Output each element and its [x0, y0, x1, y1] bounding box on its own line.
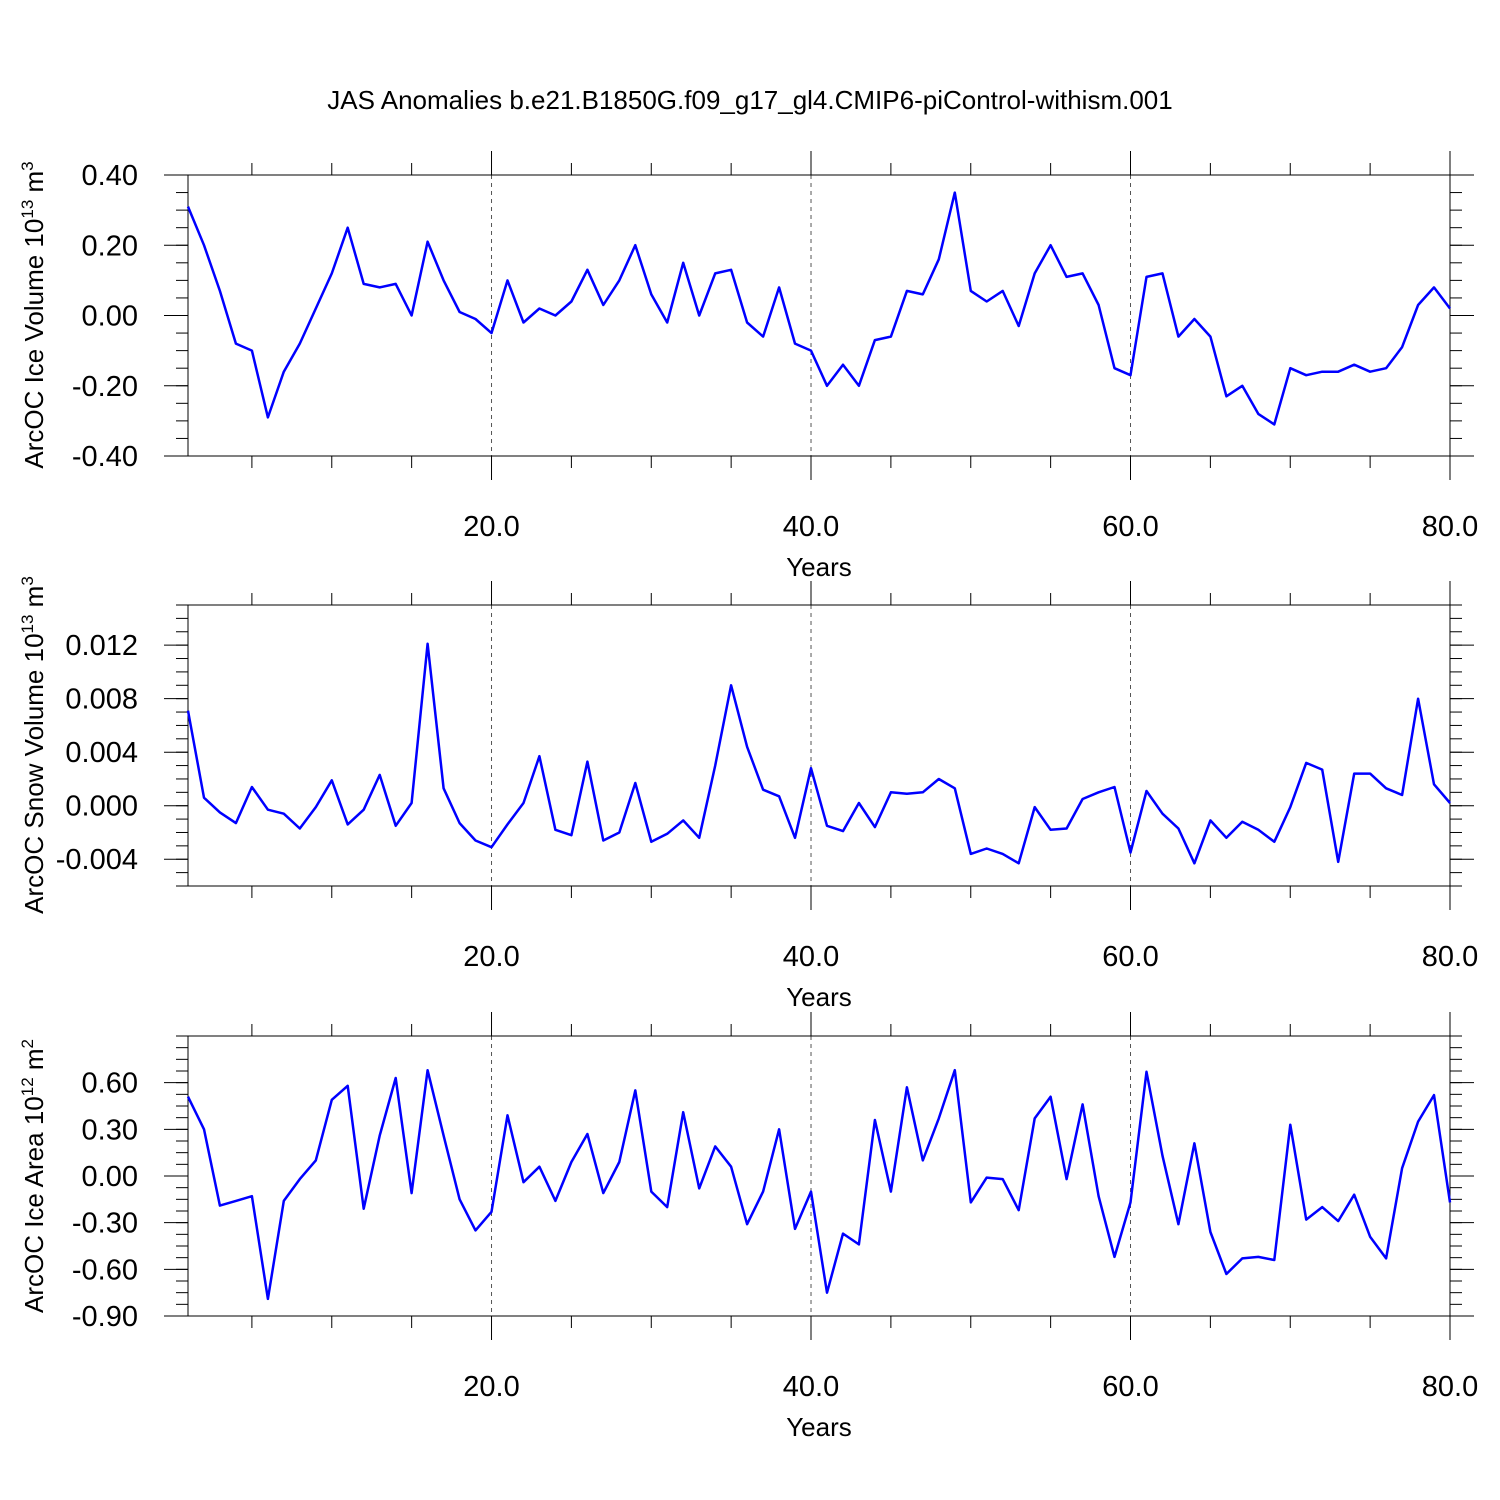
panel-2: -0.004 0.000 0.004 0.008 0.012 20.0 40.0 60.0 80… [18, 576, 1478, 1012]
x-tick-label: 20.0 [463, 1371, 519, 1403]
x-axis-label: Years [786, 552, 852, 582]
y-tick-label: -0.30 [72, 1208, 138, 1240]
y-tick-label: -0.60 [72, 1254, 138, 1286]
series-line [186, 1068, 1452, 1301]
chart-title: JAS Anomalies b.e21.B1850G.f09_g17_gl4.C… [327, 85, 1172, 115]
plot-frame [187, 1035, 1451, 1317]
y-tick-label: -0.40 [72, 441, 138, 473]
y-tick-label: -0.20 [72, 371, 138, 403]
x-tick-label: 60.0 [1102, 1371, 1158, 1403]
y-tick-label: -0.90 [72, 1301, 138, 1333]
series-line [186, 642, 1451, 865]
x-tick-label: 20.0 [463, 941, 519, 973]
panels: -0.40 -0.20 0.00 0.20 0.40 20.0 40.0 60.0 80.0 Ye… [18, 151, 1478, 1442]
y-tick-label: 0.012 [65, 630, 138, 662]
y-tick-label: 0.40 [82, 160, 138, 192]
x-tick-label: 40.0 [783, 511, 839, 543]
y-tick-label: 0.000 [65, 791, 138, 823]
y-tick-label: -0.004 [56, 844, 138, 876]
y-tick-label: 0.004 [65, 737, 138, 769]
y-tick-label: 0.30 [82, 1114, 138, 1146]
x-tick-label: 20.0 [463, 511, 519, 543]
x-tick-label: 60.0 [1102, 511, 1158, 543]
x-tick-label: 80.0 [1422, 941, 1478, 973]
y-axis-label: ArcOC Ice Volume 1013 m3 [18, 161, 49, 468]
y-axis-label: ArcOC Snow Volume 1013 m3 [18, 576, 49, 914]
y-tick-label: 0.60 [82, 1068, 138, 1100]
y-tick-label: 0.20 [82, 230, 138, 262]
x-tick-label: 80.0 [1422, 511, 1478, 543]
y-tick-label: 0.00 [82, 301, 138, 333]
x-tick-label: 40.0 [783, 941, 839, 973]
plot-frame [187, 604, 1451, 887]
x-tick-label: 60.0 [1102, 941, 1158, 973]
x-axis-label: Years [786, 1412, 852, 1442]
panel-1: -0.40 -0.20 0.00 0.20 0.40 20.0 40.0 60.0 80.0 Ye… [18, 151, 1478, 582]
y-tick-label: 0.008 [65, 684, 138, 716]
y-tick-label: 0.00 [82, 1161, 138, 1193]
x-tick-label: 80.0 [1422, 1371, 1478, 1403]
panel-3: -0.90 -0.60 -0.30 0.00 0.30 0.60 20.0 40.0 60.0 8… [18, 1012, 1478, 1442]
y-axis-label: ArcOC Ice Area 1012 m2 [18, 1039, 49, 1313]
x-tick-label: 40.0 [783, 1371, 839, 1403]
plot-frame [187, 174, 1451, 457]
x-axis-label: Years [786, 982, 852, 1012]
series-line [186, 191, 1451, 426]
